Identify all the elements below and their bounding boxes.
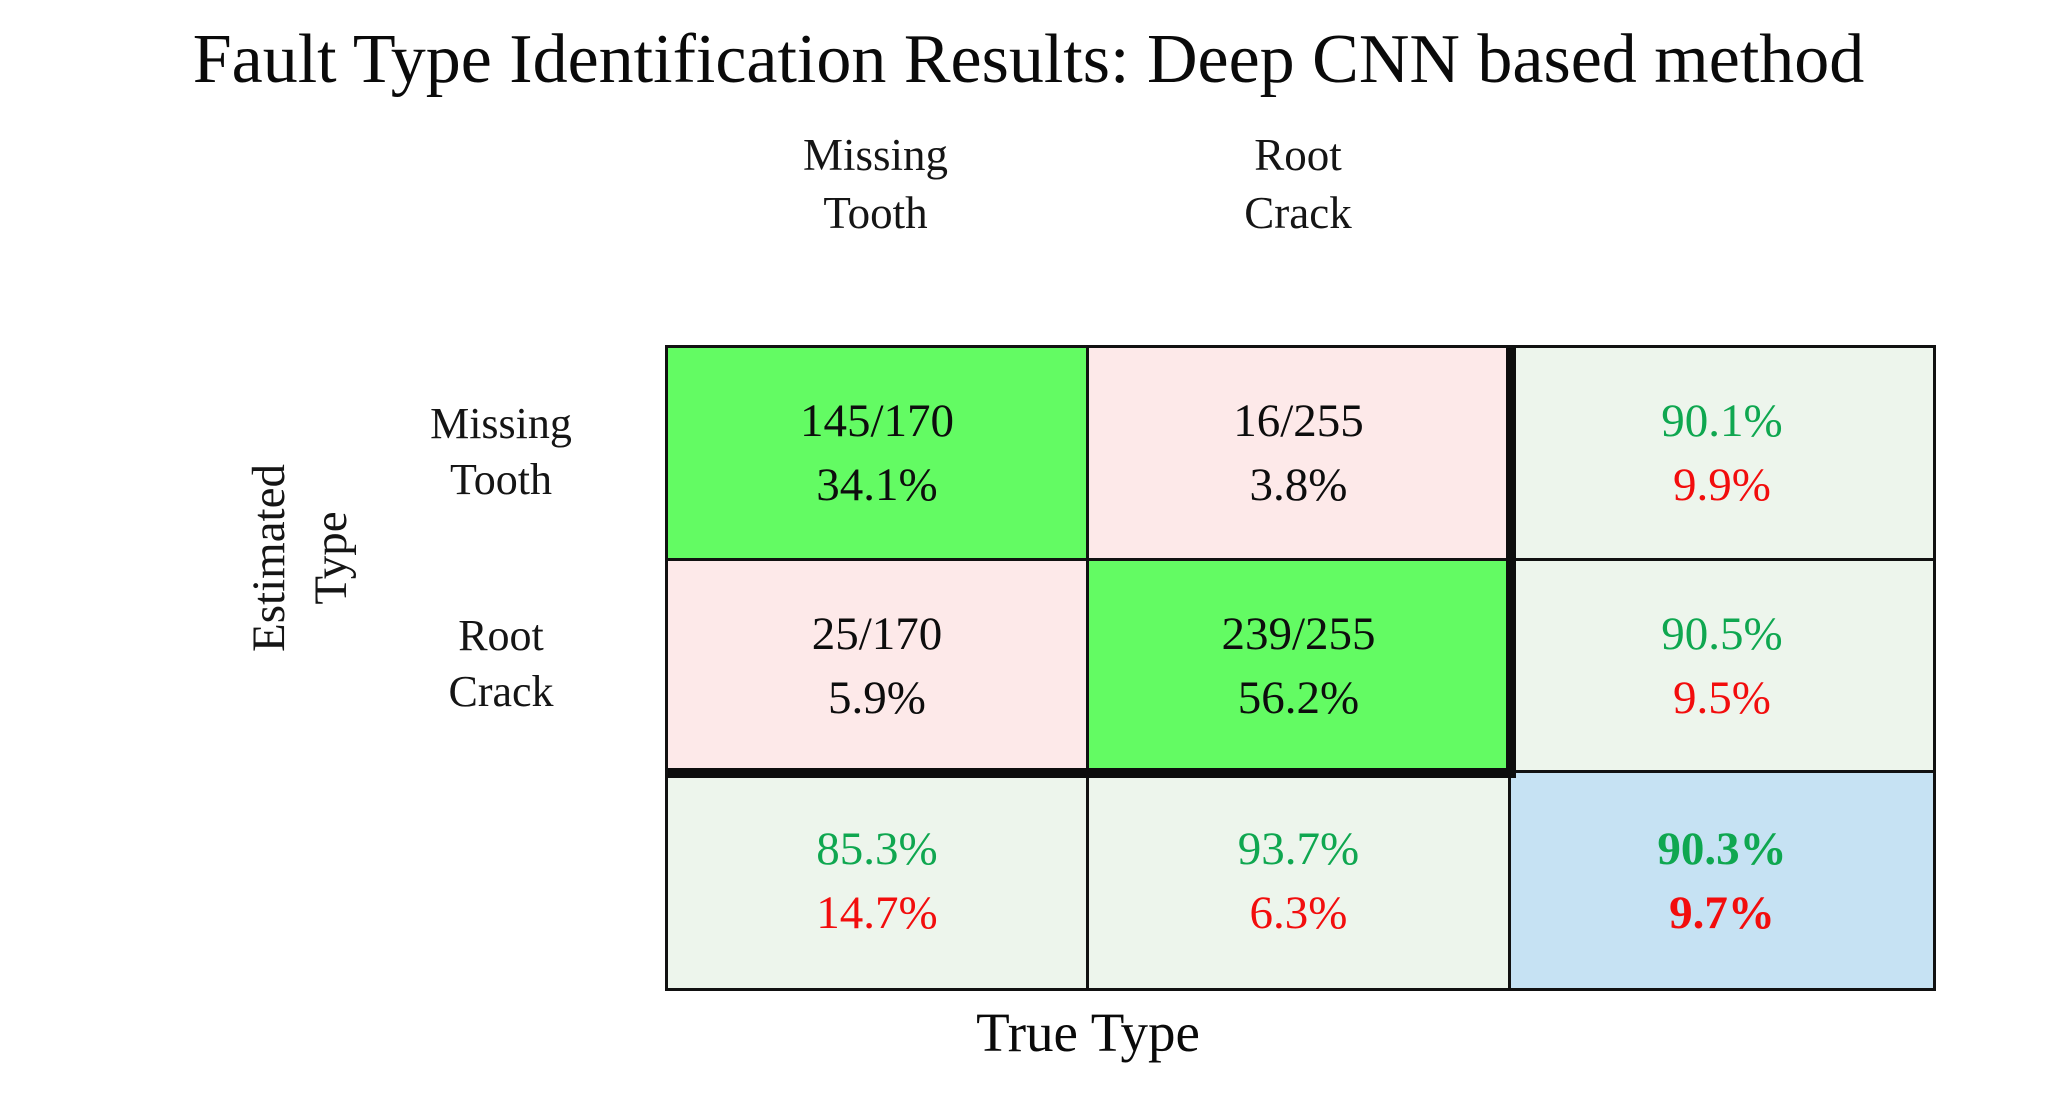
cell-est-root-true-root: 239/255 56.2%	[1089, 561, 1511, 773]
summary-correct-percent: 90.1%	[1661, 395, 1783, 447]
chart-title: Fault Type Identification Results: Deep …	[192, 21, 1865, 98]
overall-error-percent: 9.7%	[1669, 886, 1775, 939]
column-header-line: Crack	[1244, 188, 1352, 238]
row-header-line: Crack	[448, 667, 554, 716]
row-header-line: Missing	[430, 398, 572, 448]
confusion-matrix-grid: 145/170 34.1% 16/255 3.8% 90.1% 9.9% 25/…	[665, 345, 1936, 991]
overall-accuracy-percent: 90.3%	[1657, 822, 1787, 875]
thick-divider-vertical	[1506, 348, 1516, 778]
cell-est-root-true-missing: 25/170 5.9%	[668, 561, 1089, 773]
summary-error-percent: 6.3%	[1249, 886, 1348, 939]
cell-percent: 5.9%	[828, 671, 926, 724]
row-summary-missing: 90.1% 9.9%	[1511, 348, 1933, 561]
summary-correct-percent: 93.7%	[1237, 822, 1360, 875]
cell-percent: 3.8%	[1249, 459, 1348, 511]
row-header-line: Tooth	[449, 454, 552, 504]
summary-correct-percent: 90.5%	[1661, 607, 1783, 660]
y-axis-label-line: Estimated	[243, 463, 295, 652]
cell-count: 145/170	[799, 395, 955, 447]
column-header-missing-tooth: Missing Tooth	[665, 126, 1086, 242]
column-header-root-crack: Root Crack	[1087, 126, 1509, 242]
summary-error-percent: 9.5%	[1673, 671, 1771, 724]
row-header-root-crack: Root Crack	[352, 558, 650, 770]
cell-est-missing-true-root: 16/255 3.8%	[1089, 348, 1511, 561]
summary-error-percent: 14.7%	[816, 886, 938, 939]
cell-percent: 56.2%	[1237, 671, 1360, 724]
overall-accuracy-cell: 90.3% 9.7%	[1511, 773, 1933, 988]
cell-count: 239/255	[1221, 607, 1376, 660]
column-header-line: Tooth	[823, 188, 928, 238]
y-axis-label-text: Estimated Type	[238, 464, 362, 652]
summary-error-percent: 9.9%	[1673, 459, 1771, 511]
row-summary-root: 90.5% 9.5%	[1511, 561, 1933, 773]
cell-count: 25/170	[811, 607, 943, 660]
column-header-line: Root	[1254, 130, 1342, 180]
col-summary-root: 93.7% 6.3%	[1089, 773, 1511, 988]
column-header-line: Missing	[802, 130, 949, 180]
summary-correct-percent: 85.3%	[816, 822, 938, 875]
cell-count: 16/255	[1233, 395, 1364, 447]
row-header-line: Root	[458, 611, 544, 660]
cell-est-missing-true-missing: 145/170 34.1%	[668, 348, 1089, 561]
cell-percent: 34.1%	[816, 459, 938, 511]
thick-divider-horizontal	[668, 768, 1516, 778]
x-axis-label: True Type	[976, 1002, 1200, 1063]
row-header-missing-tooth: Missing Tooth	[352, 345, 650, 558]
col-summary-missing: 85.3% 14.7%	[668, 773, 1089, 988]
